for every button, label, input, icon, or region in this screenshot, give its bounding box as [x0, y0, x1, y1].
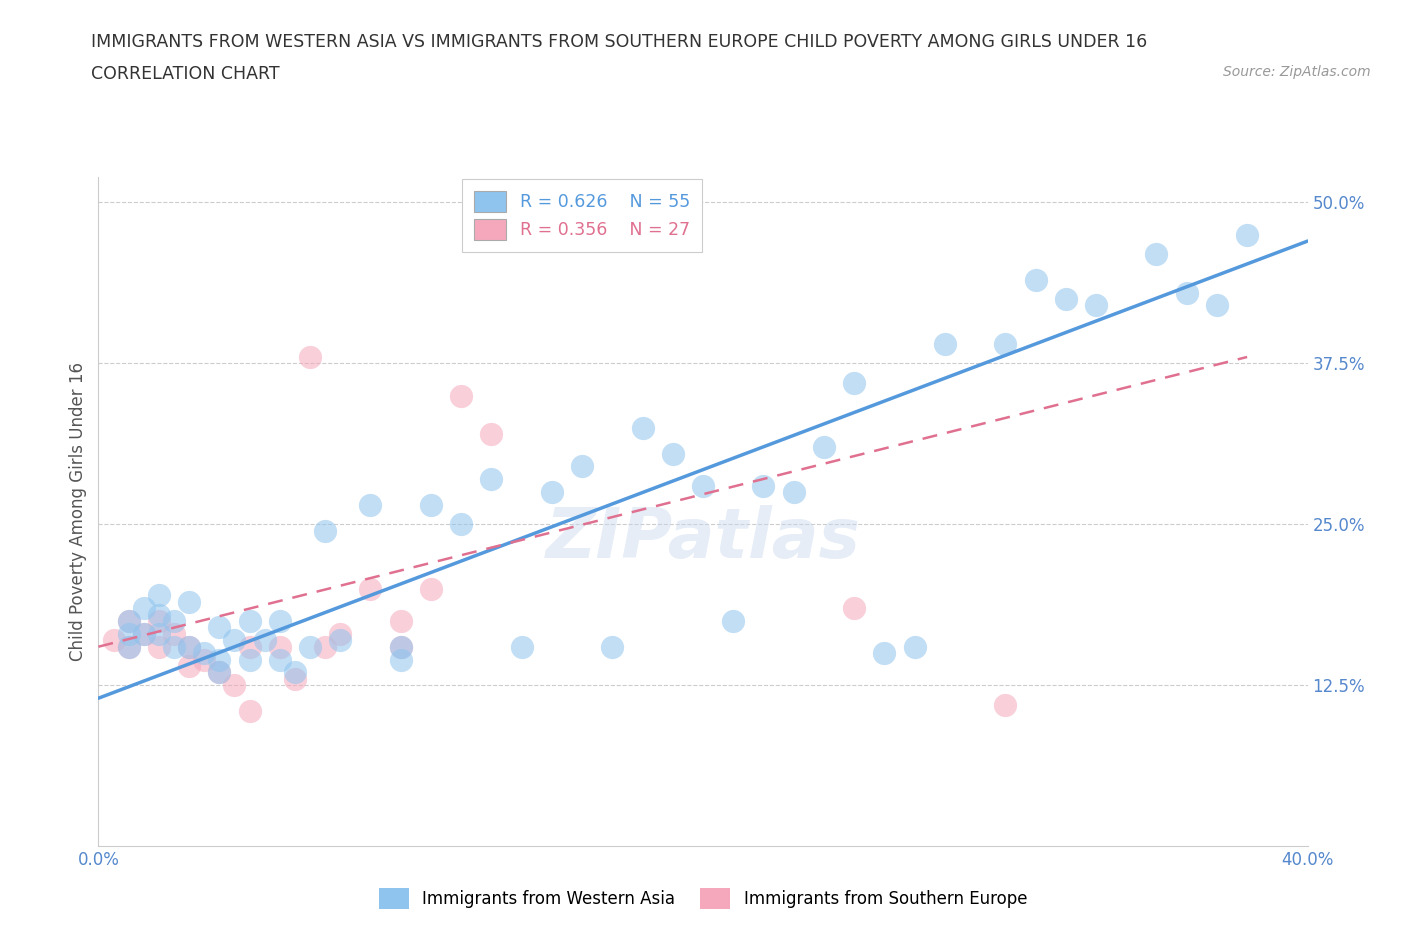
- Point: [1206, 298, 1229, 312]
- Point: [284, 671, 307, 686]
- Point: [329, 632, 352, 647]
- Point: [239, 639, 262, 654]
- Point: [118, 639, 141, 654]
- Point: [163, 614, 186, 629]
- Point: [118, 614, 141, 629]
- Point: [481, 427, 503, 442]
- Point: [118, 639, 141, 654]
- Legend: R = 0.626    N = 55, R = 0.356    N = 27: R = 0.626 N = 55, R = 0.356 N = 27: [463, 179, 702, 252]
- Point: [782, 485, 804, 499]
- Point: [163, 639, 186, 654]
- Point: [631, 420, 654, 435]
- Point: [208, 665, 231, 680]
- Point: [571, 459, 593, 474]
- Point: [177, 658, 201, 673]
- Point: [224, 632, 246, 647]
- Point: [132, 627, 155, 642]
- Point: [269, 614, 291, 629]
- Point: [661, 446, 683, 461]
- Point: [299, 639, 322, 654]
- Point: [389, 639, 412, 654]
- Point: [389, 639, 412, 654]
- Point: [177, 639, 201, 654]
- Point: [208, 620, 231, 635]
- Point: [118, 614, 141, 629]
- Point: [602, 639, 624, 654]
- Point: [177, 639, 201, 654]
- Point: [239, 704, 262, 719]
- Point: [299, 350, 322, 365]
- Point: [224, 678, 246, 693]
- Point: [873, 645, 896, 660]
- Point: [208, 665, 231, 680]
- Point: [481, 472, 503, 486]
- Point: [284, 665, 307, 680]
- Point: [360, 581, 382, 596]
- Point: [1024, 272, 1046, 287]
- Point: [132, 627, 155, 642]
- Point: [450, 388, 472, 403]
- Point: [1144, 246, 1167, 261]
- Text: IMMIGRANTS FROM WESTERN ASIA VS IMMIGRANTS FROM SOUTHERN EUROPE CHILD POVERTY AM: IMMIGRANTS FROM WESTERN ASIA VS IMMIGRAN…: [91, 33, 1147, 50]
- Point: [193, 652, 215, 667]
- Point: [329, 627, 352, 642]
- Point: [1236, 227, 1258, 242]
- Point: [253, 632, 276, 647]
- Text: CORRELATION CHART: CORRELATION CHART: [91, 65, 280, 83]
- Point: [118, 627, 141, 642]
- Text: ZIPatlas: ZIPatlas: [546, 505, 860, 572]
- Text: Source: ZipAtlas.com: Source: ZipAtlas.com: [1223, 65, 1371, 79]
- Point: [1085, 298, 1108, 312]
- Point: [904, 639, 927, 654]
- Point: [389, 652, 412, 667]
- Legend: Immigrants from Western Asia, Immigrants from Southern Europe: Immigrants from Western Asia, Immigrants…: [371, 880, 1035, 917]
- Point: [208, 652, 231, 667]
- Point: [148, 627, 170, 642]
- Point: [752, 478, 775, 493]
- Point: [148, 639, 170, 654]
- Point: [239, 614, 262, 629]
- Point: [450, 517, 472, 532]
- Point: [148, 588, 170, 603]
- Point: [692, 478, 714, 493]
- Point: [994, 698, 1017, 712]
- Point: [163, 627, 186, 642]
- Point: [148, 614, 170, 629]
- Point: [934, 337, 956, 352]
- Point: [813, 440, 835, 455]
- Point: [314, 639, 336, 654]
- Point: [239, 652, 262, 667]
- Point: [132, 601, 155, 616]
- Point: [510, 639, 533, 654]
- Point: [360, 498, 382, 512]
- Point: [419, 498, 441, 512]
- Point: [1054, 292, 1077, 307]
- Point: [540, 485, 562, 499]
- Point: [314, 524, 336, 538]
- Point: [177, 594, 201, 609]
- Point: [389, 614, 412, 629]
- Point: [721, 614, 744, 629]
- Point: [193, 645, 215, 660]
- Point: [844, 376, 866, 391]
- Point: [148, 607, 170, 622]
- Point: [419, 581, 441, 596]
- Point: [1175, 286, 1198, 300]
- Point: [269, 639, 291, 654]
- Point: [994, 337, 1017, 352]
- Y-axis label: Child Poverty Among Girls Under 16: Child Poverty Among Girls Under 16: [69, 362, 87, 661]
- Point: [269, 652, 291, 667]
- Point: [844, 601, 866, 616]
- Point: [103, 632, 125, 647]
